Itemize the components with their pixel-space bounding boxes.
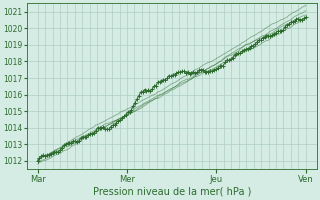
X-axis label: Pression niveau de la mer( hPa ): Pression niveau de la mer( hPa ) (92, 187, 251, 197)
